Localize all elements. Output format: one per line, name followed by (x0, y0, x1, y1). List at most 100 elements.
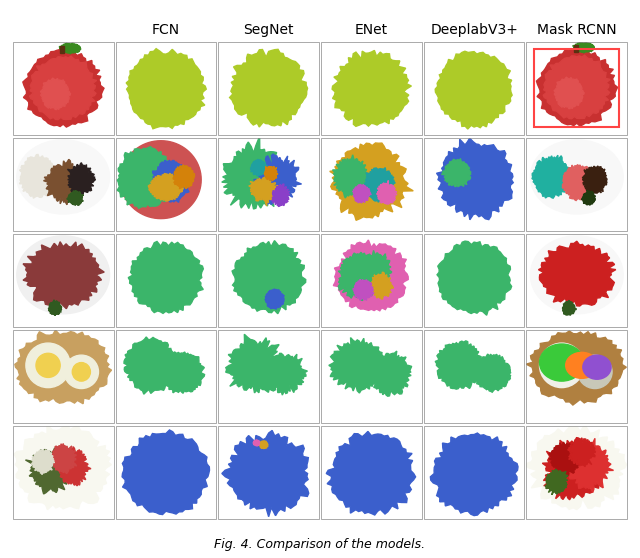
Ellipse shape (540, 344, 584, 381)
Polygon shape (473, 354, 511, 392)
Polygon shape (40, 78, 70, 109)
Text: ENet: ENet (355, 23, 388, 37)
Polygon shape (543, 55, 610, 119)
Polygon shape (563, 165, 596, 201)
Polygon shape (371, 272, 394, 299)
Polygon shape (536, 49, 618, 126)
Polygon shape (19, 155, 57, 198)
Polygon shape (365, 167, 395, 202)
Polygon shape (554, 77, 584, 109)
Polygon shape (353, 280, 374, 300)
Polygon shape (545, 469, 568, 495)
Polygon shape (526, 331, 627, 405)
Polygon shape (222, 430, 308, 517)
Polygon shape (435, 341, 484, 389)
Text: Mask RCNN: Mask RCNN (537, 23, 616, 37)
Polygon shape (251, 159, 268, 176)
Polygon shape (49, 300, 62, 316)
Ellipse shape (64, 355, 99, 388)
Polygon shape (249, 177, 279, 206)
Polygon shape (524, 425, 627, 509)
Polygon shape (226, 334, 285, 393)
Text: Fig. 4. Comparison of the models.: Fig. 4. Comparison of the models. (214, 538, 426, 551)
Polygon shape (538, 241, 616, 306)
Polygon shape (549, 442, 580, 475)
Polygon shape (430, 433, 518, 516)
Polygon shape (56, 447, 91, 486)
Polygon shape (582, 166, 607, 194)
Polygon shape (377, 181, 397, 204)
Polygon shape (573, 42, 595, 53)
Polygon shape (26, 448, 74, 494)
Polygon shape (568, 437, 595, 466)
Ellipse shape (26, 343, 70, 388)
Polygon shape (333, 240, 408, 311)
Polygon shape (353, 184, 371, 203)
Ellipse shape (17, 236, 109, 314)
Polygon shape (437, 241, 511, 315)
Polygon shape (339, 252, 382, 301)
Bar (574, 45, 578, 52)
Text: DeeplabV3+: DeeplabV3+ (430, 23, 518, 37)
Polygon shape (333, 155, 369, 198)
Polygon shape (67, 191, 84, 205)
Polygon shape (330, 143, 413, 220)
Polygon shape (332, 50, 412, 126)
Polygon shape (532, 155, 571, 198)
Polygon shape (436, 138, 513, 220)
Ellipse shape (72, 363, 90, 381)
Polygon shape (435, 51, 512, 129)
Polygon shape (23, 242, 104, 309)
Polygon shape (360, 251, 392, 286)
Polygon shape (44, 160, 88, 205)
Ellipse shape (583, 355, 611, 379)
Polygon shape (23, 50, 104, 127)
Bar (60, 46, 64, 53)
Polygon shape (326, 431, 415, 515)
Ellipse shape (531, 236, 623, 314)
Polygon shape (50, 444, 77, 474)
Ellipse shape (578, 355, 612, 388)
Ellipse shape (36, 353, 60, 377)
Polygon shape (124, 337, 179, 394)
Polygon shape (29, 56, 97, 119)
Polygon shape (152, 160, 191, 203)
Polygon shape (581, 190, 595, 205)
Polygon shape (14, 424, 111, 509)
Polygon shape (162, 352, 205, 393)
Polygon shape (542, 437, 602, 500)
Polygon shape (442, 158, 471, 186)
Polygon shape (59, 43, 81, 54)
Polygon shape (148, 174, 183, 201)
Polygon shape (32, 450, 54, 474)
Polygon shape (173, 165, 195, 189)
Ellipse shape (531, 140, 623, 214)
Polygon shape (265, 289, 284, 309)
Text: FCN: FCN (152, 23, 180, 37)
Polygon shape (329, 338, 385, 393)
Polygon shape (117, 147, 176, 208)
Polygon shape (120, 141, 201, 219)
Polygon shape (67, 163, 95, 196)
Polygon shape (15, 330, 111, 404)
Polygon shape (126, 49, 206, 129)
Polygon shape (230, 49, 308, 127)
Polygon shape (122, 430, 209, 514)
Polygon shape (264, 166, 278, 181)
Polygon shape (221, 136, 289, 209)
Ellipse shape (540, 343, 584, 388)
Polygon shape (128, 242, 204, 314)
Polygon shape (568, 439, 614, 493)
Ellipse shape (17, 140, 109, 214)
Polygon shape (366, 351, 412, 396)
Polygon shape (271, 184, 290, 206)
Polygon shape (232, 240, 306, 314)
Polygon shape (253, 154, 301, 205)
Text: SegNet: SegNet (243, 23, 294, 37)
Polygon shape (563, 300, 576, 315)
Polygon shape (253, 440, 260, 446)
Polygon shape (259, 441, 268, 449)
Ellipse shape (566, 352, 598, 378)
Polygon shape (266, 353, 307, 395)
Bar (534, 49, 619, 127)
